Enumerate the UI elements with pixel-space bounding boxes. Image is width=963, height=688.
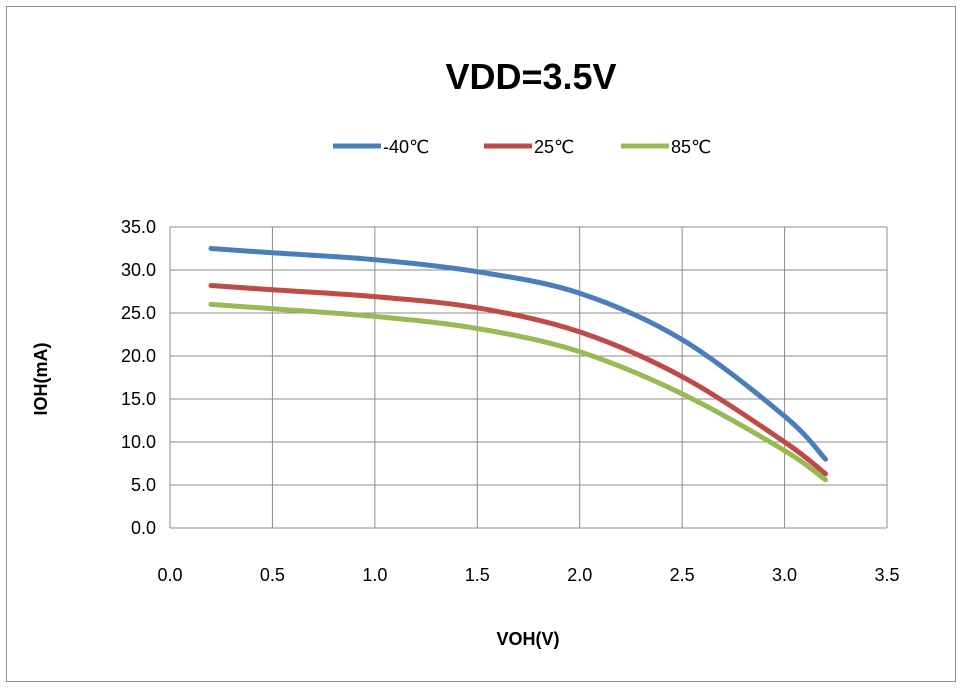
grid: [170, 227, 887, 528]
legend-label-0: -40℃: [383, 137, 429, 157]
legend: -40℃ 25℃ 85℃: [333, 137, 711, 157]
y-tick-label: 10.0: [121, 432, 156, 452]
y-tick-label: 25.0: [121, 303, 156, 323]
y-tick-label: 35.0: [121, 217, 156, 237]
y-tick-label: 30.0: [121, 260, 156, 280]
legend-label-1: 25℃: [534, 137, 574, 157]
x-tick-label: 3.5: [874, 565, 899, 585]
legend-label-2: 85℃: [671, 137, 711, 157]
x-axis-ticks: 0.0 0.5 1.0 1.5 2.0 2.5 3.0 3.5: [157, 565, 899, 585]
x-tick-label: 1.5: [465, 565, 490, 585]
y-tick-label: 0.0: [131, 518, 156, 538]
y-axis-ticks: 0.0 5.0 10.0 15.0 20.0 25.0 30.0 35.0: [121, 217, 156, 538]
x-axis-title: VOH(V): [497, 629, 560, 649]
chart-title: VDD=3.5V: [445, 56, 616, 97]
x-tick-label: 0.0: [157, 565, 182, 585]
series-layer: [211, 249, 826, 480]
y-tick-label: 5.0: [131, 475, 156, 495]
x-tick-label: 3.0: [772, 565, 797, 585]
y-axis-title: IOH(mA): [31, 343, 51, 416]
axes: [170, 227, 887, 528]
x-tick-label: 2.0: [567, 565, 592, 585]
series-line-1: [211, 285, 826, 473]
x-tick-label: 0.5: [260, 565, 285, 585]
y-tick-label: 20.0: [121, 346, 156, 366]
x-tick-label: 1.0: [362, 565, 387, 585]
x-tick-label: 2.5: [670, 565, 695, 585]
series-line-0: [211, 249, 826, 460]
series-line-2: [211, 304, 826, 479]
y-tick-label: 15.0: [121, 389, 156, 409]
